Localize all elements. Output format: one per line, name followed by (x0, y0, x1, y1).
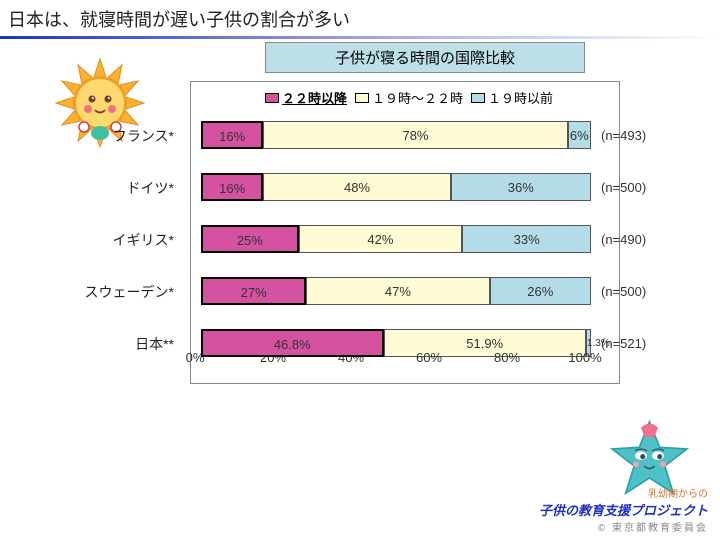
category-label: スウェーデン* (54, 275, 174, 309)
bar-segment: 25% (201, 225, 299, 253)
chart-box: ２２時以降 １９時～２２時 １９時以前 フランス*16%78%6%(n=493) ドイ… (190, 81, 620, 384)
legend-label: ２２時以降 (282, 91, 347, 106)
bar-lane: 27%47%26% (201, 275, 591, 309)
bar-segment: 16% (201, 121, 263, 149)
category-label: フランス* (54, 119, 174, 153)
n-label: (n=493) (601, 119, 646, 153)
legend-swatch (355, 93, 369, 103)
chart-title: 子供が寝る時間の国際比較 (265, 42, 585, 73)
legend-label: １９時以前 (488, 91, 553, 106)
bar-segment: 36% (451, 173, 591, 201)
bar-segment: 47% (306, 277, 489, 305)
chart-container: 子供が寝る時間の国際比較 ２２時以降 １９時～２２時 １９時以前 フランス*16%7… (185, 42, 665, 384)
bar-segment: 27% (201, 277, 306, 305)
legend-swatch (471, 93, 485, 103)
bar-segment: 46.8% (201, 329, 384, 357)
n-label: (n=490) (601, 223, 646, 257)
credit-line-3: © 東京都教育委員会 (539, 519, 708, 534)
bar-row: イギリス*25%42%33%(n=490) (191, 223, 619, 257)
bar-lane: 16%78%6% (201, 119, 591, 153)
credit-line-2: 子供の教育支援プロジェクト (539, 500, 708, 519)
bar-segment: 16% (201, 173, 263, 201)
bar-segment: 42% (299, 225, 463, 253)
axis-tick: 100% (568, 350, 601, 365)
category-label: ドイツ* (54, 171, 174, 205)
n-label: (n=521) (601, 327, 646, 361)
bar-row: ドイツ*16%48%36%(n=500) (191, 171, 619, 205)
bar-segment: 78% (263, 121, 567, 149)
n-label: (n=500) (601, 275, 646, 309)
bar-segment: 48% (263, 173, 450, 201)
category-label: 日本** (54, 327, 174, 361)
n-label: (n=500) (601, 171, 646, 205)
credit-line-1: 乳幼期からの (539, 485, 708, 500)
bar-segment: 26% (490, 277, 591, 305)
credits: 乳幼期からの 子供の教育支援プロジェクト © 東京都教育委員会 (539, 485, 708, 534)
legend-label: １９時～２２時 (372, 91, 463, 106)
axis-tick: 80% (494, 350, 520, 365)
bar-segment: 33% (462, 225, 591, 253)
legend: ２２時以降 １９時～２２時 １９時以前 (191, 86, 619, 113)
bar-lane: 25%42%33% (201, 223, 591, 257)
axis-tick: 60% (416, 350, 442, 365)
bar-row: スウェーデン*27%47%26%(n=500) (191, 275, 619, 309)
bar-segment: 6% (568, 121, 591, 149)
bar-row: フランス*16%78%6%(n=493) (191, 119, 619, 153)
plot-area: フランス*16%78%6%(n=493) ドイツ*16%48%36%(n=500)… (191, 113, 619, 383)
bar-lane: 16%48%36% (201, 171, 591, 205)
title-divider (0, 36, 720, 39)
page-title: 日本は、就寝時間が遅い子供の割合が多い (0, 0, 720, 36)
legend-swatch (265, 93, 279, 103)
category-label: イギリス* (54, 223, 174, 257)
